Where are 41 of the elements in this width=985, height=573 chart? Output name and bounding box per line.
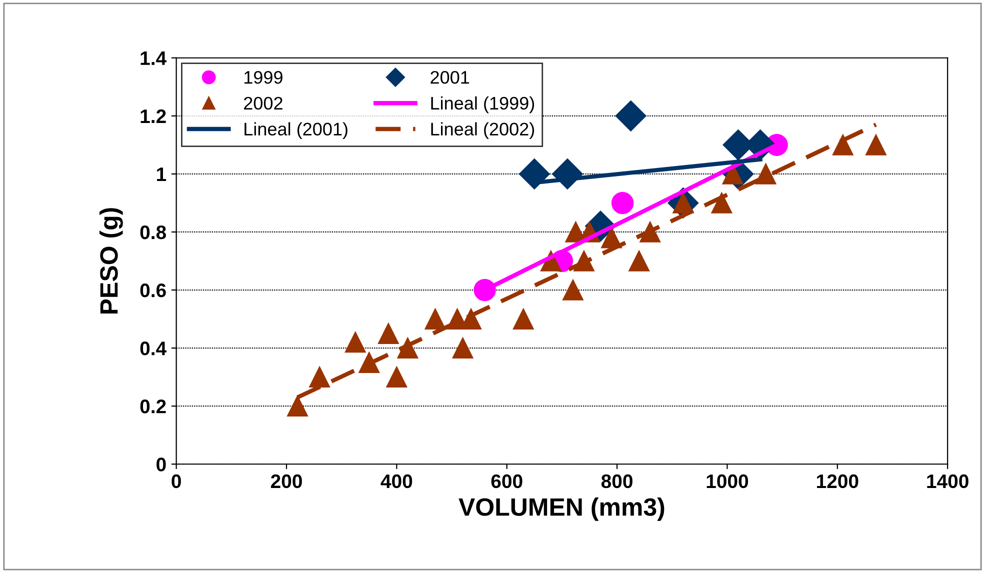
legend-label: Lineal (2001): [244, 122, 348, 140]
x-tick-label: 800: [601, 474, 632, 488]
x-tick-label: 1000: [706, 474, 748, 488]
point: [512, 308, 534, 330]
y-tick-label: 1.2: [140, 109, 166, 123]
point: [344, 332, 366, 353]
x-tick-label: 0: [172, 474, 181, 488]
point: [562, 280, 584, 300]
point: [424, 308, 446, 330]
legend-label: 2002: [244, 96, 282, 110]
point: [755, 164, 776, 184]
x-axis-title: VOLUMEN (mm3): [458, 498, 664, 521]
point: [611, 192, 634, 214]
legend-label: Lineal (1999): [431, 96, 534, 114]
point: [615, 100, 646, 132]
y-tick-label: 1.4: [140, 52, 166, 65]
x-tick-label: 1200: [816, 474, 858, 488]
y-tick-label: 1: [157, 168, 166, 181]
x-tick-label: 200: [270, 474, 302, 488]
point: [386, 366, 408, 388]
point: [287, 396, 308, 417]
point: [628, 250, 650, 272]
point: [711, 192, 732, 214]
x-tick-label: 400: [380, 474, 412, 488]
point: [866, 134, 886, 156]
y-axis-title: PESO (g): [99, 208, 123, 314]
y-tick-label: 0.8: [140, 225, 166, 240]
point: [452, 338, 474, 358]
legend-label: 2001: [430, 70, 470, 84]
legend-label: 1999: [244, 70, 282, 84]
x-tick-label: 600: [491, 474, 522, 488]
y-tick-label: 0.6: [140, 283, 166, 298]
legend-label: Lineal (2002): [431, 122, 534, 140]
x-tick-label: 1400: [927, 474, 968, 488]
point: [309, 366, 330, 388]
point: [832, 134, 854, 156]
y-tick-label: 0: [156, 458, 166, 472]
point: [518, 158, 550, 190]
point: [378, 323, 399, 344]
y-tick-label: 0.2: [140, 400, 166, 414]
y-tick-label: 0.4: [140, 342, 166, 356]
